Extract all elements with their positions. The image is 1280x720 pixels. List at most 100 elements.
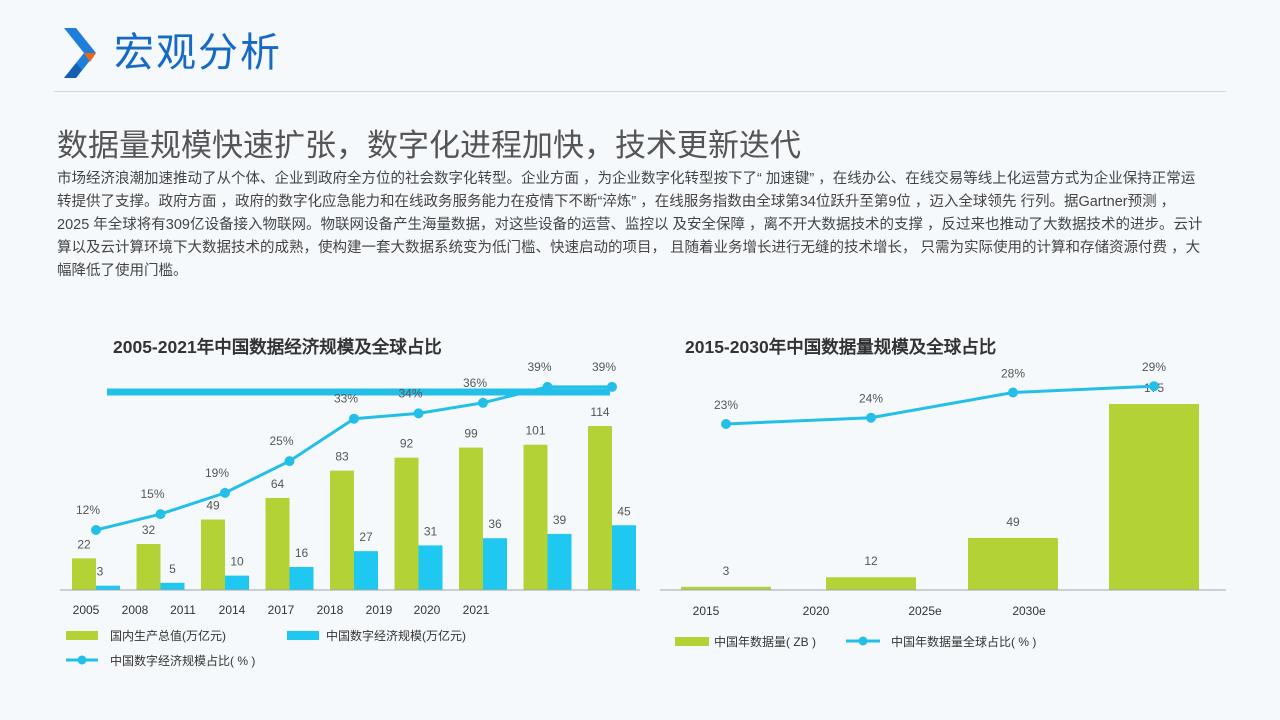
chart-title: 2015-2030年中国数据量规模及全球占比 [685,337,996,357]
body-paragraph: 市场经济浪潮加速推动了从个体、企业到政府全方位的社会数字化转型。企业方面 ，为企… [57,171,1203,279]
chart-title: 2005-2021年中国数据经济规模及全球占比 [113,337,442,357]
data-label-digital: 36 [488,517,502,531]
line-point [542,381,553,392]
data-label-digital: 27 [359,530,373,544]
data-label-volume: 49 [1006,515,1020,529]
line-point [721,419,731,429]
data-label-share: 33% [334,392,358,406]
bar-digital-economy [612,525,636,590]
bar-gdp [136,543,161,590]
header: 宏观分析 [0,0,1280,92]
line-point [607,381,617,392]
line-point [91,525,101,535]
data-label-digital: 3 [97,565,104,579]
data-label-digital: 45 [617,504,631,518]
line-point [1008,387,1018,398]
data-label-gdp: 32 [142,523,156,537]
data-label-digital: 16 [295,546,309,560]
data-label-digital: 31 [424,524,438,538]
data-label-gdp: 64 [271,477,285,491]
x-tick-label: 2021 [463,603,490,617]
bar-gdp [588,426,612,590]
line-point [155,509,166,520]
data-label-gdp: 83 [335,450,349,464]
bar-digital-economy [289,566,314,590]
x-tick-label: 2018 [317,603,344,617]
data-label-volume: 3 [723,564,730,578]
bar-gdp [523,444,548,590]
bar-digital-economy [547,533,572,590]
bar-data-volume [1109,404,1199,590]
line-share [725,384,1155,426]
x-tick-label: 2030e [1012,604,1046,618]
legend-marker-share [77,655,87,665]
page-title: 宏观分析 [114,31,282,75]
legend-label-gdp: 国内生产总值(万亿元) [110,628,226,643]
line-point [866,412,876,423]
x-tick-label: 2020 [414,603,441,617]
data-label-digital: 10 [230,555,244,569]
line-point [284,456,295,467]
bar-digital-economy [225,575,249,590]
x-tick-label: 2008 [122,603,149,617]
data-label-digital: 5 [169,562,176,576]
data-label-gdp: 92 [400,437,414,451]
line-point [413,408,424,419]
legend-swatch-volume [675,637,709,646]
data-label-share: 39% [527,360,551,374]
data-label-volume: 12 [864,554,878,568]
bar-gdp [72,558,96,590]
bar-gdp [201,519,225,590]
data-label-share: 15% [140,487,164,501]
bar-digital-economy [418,545,443,590]
data-label-share: 23% [714,398,738,412]
bar-digital-economy [354,551,378,590]
line-point [349,413,359,424]
x-tick-label: 2025e [908,604,942,618]
bar-digital-economy [483,538,507,590]
data-label-share: 28% [1001,367,1025,381]
bar-gdp [265,497,290,590]
data-label-share: 25% [269,434,293,448]
line-point [1149,381,1159,392]
bar-digital-economy [160,582,185,590]
legend-label-share: 中国年数据量全球占比( % ) [891,634,1036,649]
line-point [478,397,488,408]
bar-gdp [459,447,483,590]
data-label-gdp: 22 [77,537,91,551]
data-label-share: 24% [859,392,883,406]
logo-chevron-icon [64,28,96,78]
legend-swatch-digital [287,631,319,640]
bar-data-volume [681,586,771,590]
legend-marker-share [858,636,868,646]
data-label-share: 19% [205,466,229,480]
x-tick-label: 2015 [693,604,720,618]
bar-digital-economy [96,585,120,590]
data-label-gdp: 49 [206,499,220,513]
x-tick-label: 2014 [219,603,246,617]
data-volume-chart: 2015-2030年中国数据量规模及全球占比3124917523%24%28%2… [650,320,1250,680]
data-label-gdp: 114 [590,405,609,419]
bar-data-volume [826,577,916,590]
x-tick-label: 2020 [803,604,830,618]
legend-label-digital: 中国数字经济规模(万亿元) [326,628,466,643]
line-point [220,487,230,498]
data-label-digital: 39 [553,513,567,527]
data-label-share: 36% [463,376,487,390]
legend-label-volume: 中国年数据量( ZB ) [714,634,816,649]
data-label-gdp: 101 [525,424,545,438]
x-tick-label: 2017 [268,603,295,617]
headline: 数据量规模快速扩张，数字化进程加快，技术更新迭代 [57,128,801,163]
x-tick-label: 2019 [366,603,393,617]
bar-data-volume [968,537,1058,590]
data-label-share: 39% [592,360,616,374]
data-label-gdp: 99 [464,427,478,441]
data-label-share: 29% [1142,360,1166,374]
bar-gdp [394,457,419,590]
x-tick-label: 2011 [170,603,196,617]
data-label-share: 12% [76,503,100,517]
legend-label-share: 中国数字经济规模占比( % ) [110,653,255,668]
header-divider [54,91,1226,92]
data-label-share: 34% [398,386,422,400]
bar-gdp [330,470,354,590]
